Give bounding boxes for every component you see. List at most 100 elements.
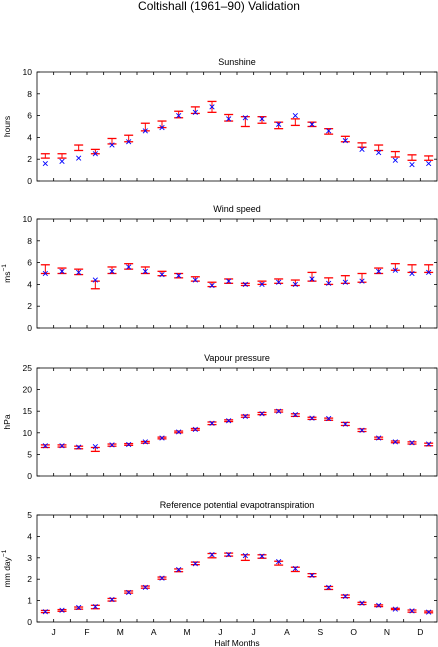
model-cross-marker xyxy=(209,420,215,426)
model-cross-marker xyxy=(126,441,132,448)
model-cross-marker xyxy=(409,162,415,168)
y-tick-label: 0 xyxy=(27,617,32,627)
cross-stroke-b xyxy=(292,565,298,572)
cross-stroke-b xyxy=(242,115,248,121)
cross-stroke-b xyxy=(176,273,182,279)
model-cross-marker xyxy=(226,278,232,284)
model-cross-marker xyxy=(309,121,315,127)
model-cross-marker xyxy=(392,267,398,273)
model-cross-marker xyxy=(342,279,348,285)
model-cross-marker xyxy=(226,116,232,122)
cross-stroke-b xyxy=(259,411,265,417)
cross-stroke-b xyxy=(342,279,348,285)
model-cross-marker xyxy=(342,421,348,427)
observed-errorbar xyxy=(424,155,434,161)
model-cross-marker xyxy=(59,268,65,274)
model-cross-marker xyxy=(192,109,198,115)
cross-stroke-b xyxy=(42,443,48,449)
cross-stroke-b xyxy=(226,278,232,284)
cross-stroke-b xyxy=(359,146,365,153)
cross-stroke-b xyxy=(142,584,148,590)
cross-stroke-b xyxy=(376,268,382,274)
model-cross-marker xyxy=(42,443,48,449)
observed-errorbar xyxy=(40,153,50,159)
y-tick-label: 4 xyxy=(27,132,32,142)
y-tick-label: 8 xyxy=(27,89,32,99)
model-cross-marker xyxy=(176,429,182,435)
model-cross-marker xyxy=(326,280,332,286)
model-cross-marker xyxy=(159,124,165,131)
cross-stroke-b xyxy=(426,609,432,615)
cross-stroke-b xyxy=(409,440,415,446)
cross-stroke-b xyxy=(409,608,415,614)
y-tick-label: 4 xyxy=(27,279,32,289)
cross-stroke-b xyxy=(276,559,282,565)
y-tick-label: 10 xyxy=(23,428,33,438)
observed-errorbar xyxy=(290,566,300,573)
cross-stroke-b xyxy=(76,155,82,161)
cross-stroke-b xyxy=(276,279,282,285)
model-cross-marker xyxy=(309,415,315,421)
x-month-label: M xyxy=(117,627,124,637)
model-cross-marker xyxy=(59,607,65,613)
y-tick-label: 2 xyxy=(27,301,32,311)
x-month-label: O xyxy=(350,627,357,637)
y-tick-label: 1 xyxy=(27,596,32,606)
cross-stroke-b xyxy=(176,429,182,435)
model-cross-marker xyxy=(109,596,115,603)
panel-title: Sunshine xyxy=(218,57,256,67)
model-cross-marker xyxy=(142,268,148,274)
observed-errorbar xyxy=(124,134,134,143)
model-cross-marker xyxy=(409,440,415,446)
cross-stroke-b xyxy=(276,121,282,127)
cross-stroke-b xyxy=(376,150,382,156)
observed-errorbar xyxy=(424,264,434,274)
model-cross-marker xyxy=(92,277,98,283)
observed-errorbar xyxy=(107,137,117,145)
model-cross-marker xyxy=(426,269,432,276)
model-cross-marker xyxy=(276,408,282,414)
model-cross-marker xyxy=(76,155,82,161)
cross-stroke-b xyxy=(192,277,198,283)
observed-errorbar xyxy=(40,264,50,275)
cross-stroke-b xyxy=(309,276,315,282)
model-cross-marker xyxy=(109,142,115,148)
y-tick-label: 10 xyxy=(23,214,33,224)
observed-errorbar xyxy=(357,142,367,148)
y-axis-label-exponent: −1 xyxy=(1,264,8,272)
model-cross-marker xyxy=(309,572,315,578)
x-month-label: N xyxy=(384,627,390,637)
model-cross-marker xyxy=(326,584,332,590)
observed-errorbar xyxy=(390,150,400,158)
model-cross-marker xyxy=(209,551,215,558)
cross-stroke-b xyxy=(226,116,232,122)
observed-errorbar xyxy=(74,144,84,152)
observed-errorbar xyxy=(90,446,100,453)
model-cross-marker xyxy=(276,121,282,127)
cross-stroke-b xyxy=(159,435,165,441)
y-tick-label: 5 xyxy=(27,510,32,520)
observed-errorbar xyxy=(307,271,317,282)
model-cross-marker xyxy=(42,609,48,615)
observed-errorbar xyxy=(157,120,167,129)
cross-stroke-b xyxy=(392,157,398,163)
cross-stroke-b xyxy=(292,412,298,418)
y-axis-label-exponent: −1 xyxy=(1,549,8,557)
cross-stroke-b xyxy=(76,604,82,611)
model-cross-marker xyxy=(342,138,348,144)
y-tick-label: 20 xyxy=(23,385,33,395)
panel-2: Wind speed 0 2 4 6 8 10 ms−1 xyxy=(1,204,438,333)
model-cross-marker xyxy=(159,435,165,441)
x-month-label: D xyxy=(417,627,423,637)
y-tick-label: 8 xyxy=(27,236,32,246)
cross-stroke-b xyxy=(192,561,198,567)
model-cross-marker xyxy=(76,604,82,611)
model-cross-marker xyxy=(76,444,82,450)
panel-3: Vapour pressure 0 5 10 15 20 25 hPa xyxy=(2,353,438,481)
model-cross-marker xyxy=(259,553,265,559)
model-cross-marker xyxy=(292,281,298,288)
model-cross-marker xyxy=(259,411,265,417)
model-cross-marker xyxy=(359,600,365,606)
model-cross-marker xyxy=(292,412,298,418)
